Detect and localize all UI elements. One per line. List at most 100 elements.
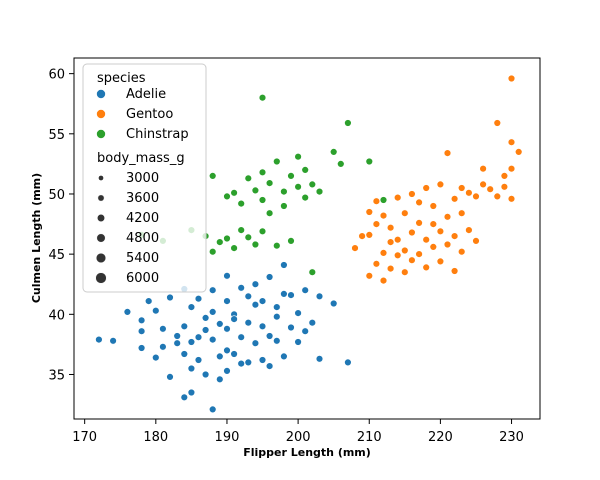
point-chinstrap bbox=[258, 227, 267, 236]
point-adelie bbox=[216, 352, 224, 361]
legend-marker-gentoo bbox=[96, 109, 106, 119]
legend-label-chinstrap: Chinstrap bbox=[126, 127, 189, 142]
point-gentoo bbox=[500, 172, 509, 180]
point-gentoo bbox=[422, 184, 430, 192]
point-gentoo bbox=[386, 264, 395, 273]
point-adelie bbox=[315, 355, 324, 363]
legend-size-marker bbox=[95, 272, 107, 284]
point-chinstrap bbox=[287, 172, 295, 180]
point-adelie bbox=[294, 338, 302, 346]
point-gentoo bbox=[372, 197, 381, 205]
point-gentoo bbox=[450, 195, 459, 203]
point-gentoo bbox=[514, 148, 523, 156]
point-adelie bbox=[251, 339, 260, 347]
point-chinstrap bbox=[209, 172, 217, 180]
legend-size-marker bbox=[97, 214, 105, 222]
point-chinstrap bbox=[251, 186, 260, 195]
point-adelie bbox=[237, 284, 245, 292]
point-adelie bbox=[251, 301, 260, 309]
legend-size-title: body_mass_g bbox=[97, 151, 185, 166]
point-chinstrap bbox=[294, 153, 302, 161]
point-adelie bbox=[187, 303, 196, 311]
point-adelie bbox=[152, 307, 160, 315]
point-gentoo bbox=[450, 232, 459, 240]
legend-label-adelie: Adelie bbox=[126, 87, 166, 102]
legend-size-marker bbox=[98, 175, 104, 181]
point-gentoo bbox=[386, 238, 395, 246]
point-adelie bbox=[223, 297, 231, 305]
y-tick-label: 60 bbox=[48, 68, 65, 83]
point-chinstrap bbox=[265, 179, 274, 187]
point-gentoo bbox=[394, 236, 402, 244]
point-adelie bbox=[258, 322, 267, 330]
point-adelie bbox=[159, 343, 167, 351]
point-chinstrap bbox=[273, 242, 281, 250]
point-adelie bbox=[145, 297, 153, 305]
point-adelie bbox=[180, 350, 189, 358]
point-adelie bbox=[201, 370, 210, 379]
point-chinstrap bbox=[344, 119, 352, 127]
legend-size-label: 3600 bbox=[126, 191, 159, 206]
point-adelie bbox=[315, 292, 324, 300]
y-tick-label: 40 bbox=[48, 308, 65, 323]
point-adelie bbox=[273, 313, 281, 321]
point-chinstrap bbox=[365, 157, 373, 166]
point-adelie bbox=[137, 316, 146, 324]
point-adelie bbox=[223, 325, 231, 333]
point-adelie bbox=[166, 293, 174, 302]
legend-size-marker bbox=[96, 233, 106, 243]
legend: species Adelie Gentoo Chinstrap body_mass_… bbox=[82, 63, 207, 293]
point-gentoo bbox=[394, 251, 402, 260]
point-chinstrap bbox=[258, 196, 267, 204]
point-adelie bbox=[265, 362, 274, 370]
point-adelie bbox=[280, 290, 288, 298]
point-chinstrap bbox=[337, 160, 345, 168]
point-adelie bbox=[187, 364, 196, 373]
point-gentoo bbox=[386, 224, 395, 232]
point-adelie bbox=[209, 335, 217, 344]
x-tick-label: 170 bbox=[72, 430, 97, 445]
point-gentoo bbox=[408, 228, 416, 237]
point-chinstrap bbox=[223, 192, 231, 201]
legend-size-marker bbox=[95, 252, 107, 264]
point-gentoo bbox=[507, 74, 516, 83]
point-chinstrap bbox=[265, 209, 274, 217]
point-gentoo bbox=[458, 248, 466, 256]
legend-marker-chinstrap bbox=[96, 129, 106, 139]
point-gentoo bbox=[379, 211, 388, 220]
point-gentoo bbox=[401, 209, 409, 217]
point-adelie bbox=[273, 303, 281, 311]
point-chinstrap bbox=[294, 183, 302, 191]
point-chinstrap bbox=[280, 202, 288, 210]
point-adelie bbox=[223, 272, 231, 280]
x-tick-label: 190 bbox=[215, 430, 240, 445]
point-gentoo bbox=[408, 256, 416, 264]
point-gentoo bbox=[465, 226, 473, 234]
point-chinstrap bbox=[379, 196, 388, 204]
legend-frame bbox=[82, 63, 207, 293]
point-gentoo bbox=[394, 193, 402, 202]
point-adelie bbox=[180, 322, 189, 330]
y-tick-label: 55 bbox=[48, 128, 65, 143]
point-adelie bbox=[294, 309, 302, 317]
point-gentoo bbox=[365, 208, 373, 216]
point-gentoo bbox=[458, 184, 466, 192]
point-gentoo bbox=[351, 244, 359, 252]
point-gentoo bbox=[479, 165, 487, 173]
point-adelie bbox=[273, 337, 281, 345]
point-gentoo bbox=[372, 260, 381, 268]
point-adelie bbox=[180, 393, 189, 401]
point-gentoo bbox=[436, 257, 445, 266]
point-adelie bbox=[95, 335, 103, 344]
point-gentoo bbox=[379, 249, 388, 257]
point-gentoo bbox=[443, 149, 452, 157]
point-gentoo bbox=[365, 272, 373, 280]
point-adelie bbox=[166, 373, 174, 381]
x-tick-label: 230 bbox=[499, 430, 524, 445]
legend-hue-items: Adelie Gentoo Chinstrap bbox=[96, 87, 189, 142]
point-adelie bbox=[230, 315, 238, 323]
point-gentoo bbox=[379, 276, 388, 285]
y-tick-label: 50 bbox=[48, 188, 65, 203]
point-gentoo bbox=[507, 165, 516, 173]
point-adelie bbox=[258, 297, 267, 305]
